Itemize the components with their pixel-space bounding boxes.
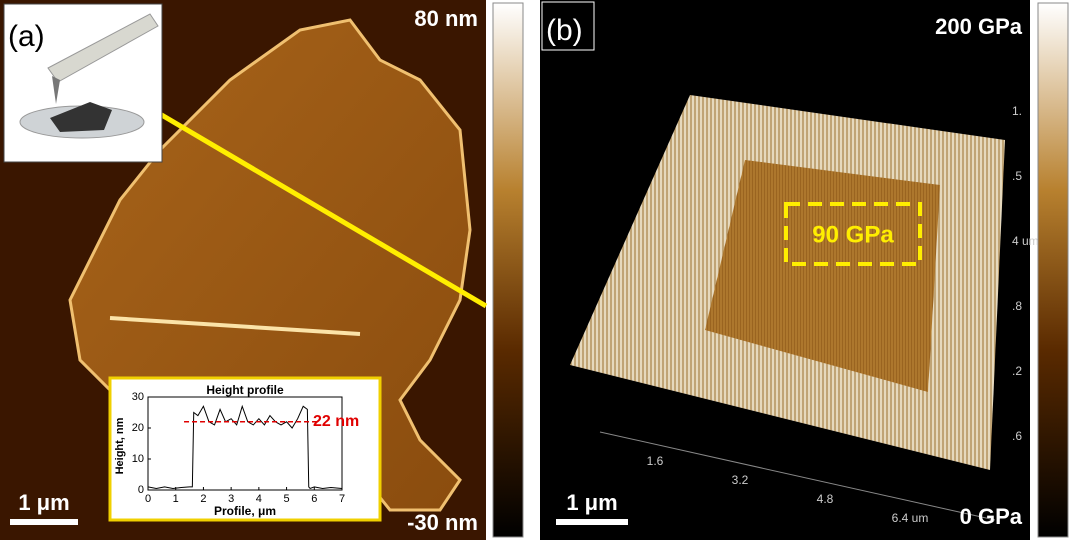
scale-bar — [556, 519, 628, 525]
side-tick-label: .6 — [1012, 429, 1022, 443]
label-box — [541, 1, 595, 51]
region-label: 90 GPa — [812, 221, 894, 248]
scale-bar-label: 1 μm — [566, 490, 617, 515]
profile-line — [158, 111, 488, 309]
region-box — [784, 202, 922, 266]
y-tick-label: 0 — [138, 484, 144, 496]
x-tick-label: 0 — [145, 493, 151, 505]
x-tick-label: 6 — [311, 493, 317, 505]
3d-axis — [599, 431, 996, 521]
colorbar — [1037, 2, 1069, 538]
soft-region — [705, 160, 940, 392]
scale-bar-label: 1 μm — [18, 490, 69, 515]
chart-title: Height profile — [206, 383, 284, 397]
x-axis-label: Profile, μm — [214, 504, 276, 518]
plot-frame — [147, 396, 343, 491]
inset-chart — [108, 376, 382, 522]
side-tick-label: 1. — [1012, 104, 1022, 118]
x-tick-label: 7 — [339, 493, 345, 505]
tip — [52, 76, 60, 104]
sample — [50, 102, 112, 132]
axis-tick-label: 4.8 — [817, 492, 834, 506]
side-tick-label: 4 um — [1012, 234, 1039, 248]
profile-line — [147, 404, 343, 490]
scale-max: 80 nm — [414, 6, 478, 31]
fold — [109, 316, 361, 336]
y-tick-label: 20 — [132, 422, 144, 434]
axis-tick-label: 3.2 — [732, 473, 749, 487]
x-tick-label: 1 — [173, 493, 179, 505]
y-tick-label: 10 — [132, 453, 144, 465]
scale-min: 0 GPa — [960, 504, 1023, 529]
axis-tick-label: 6.4 um — [892, 511, 929, 525]
scale-min: -30 nm — [407, 510, 478, 535]
x-tick-label: 4 — [256, 493, 262, 505]
scale-bar — [10, 519, 78, 525]
axis-tick-label: 1.6 — [647, 454, 664, 468]
x-tick-label: 2 — [200, 493, 206, 505]
panel-label: (a) — [8, 20, 45, 53]
y-tick-label: 30 — [132, 391, 144, 403]
panel-label: (b) — [546, 14, 583, 47]
side-tick-label: .2 — [1012, 364, 1022, 378]
colorbar — [492, 2, 524, 538]
annotation: 22 nm — [313, 413, 359, 430]
x-tick-label: 3 — [228, 493, 234, 505]
scale-max: 200 GPa — [935, 14, 1023, 39]
side-tick-label: .8 — [1012, 299, 1022, 313]
x-tick-label: 5 — [284, 493, 290, 505]
y-axis-label: Height, nm — [114, 417, 126, 474]
side-tick-label: .5 — [1012, 169, 1022, 183]
